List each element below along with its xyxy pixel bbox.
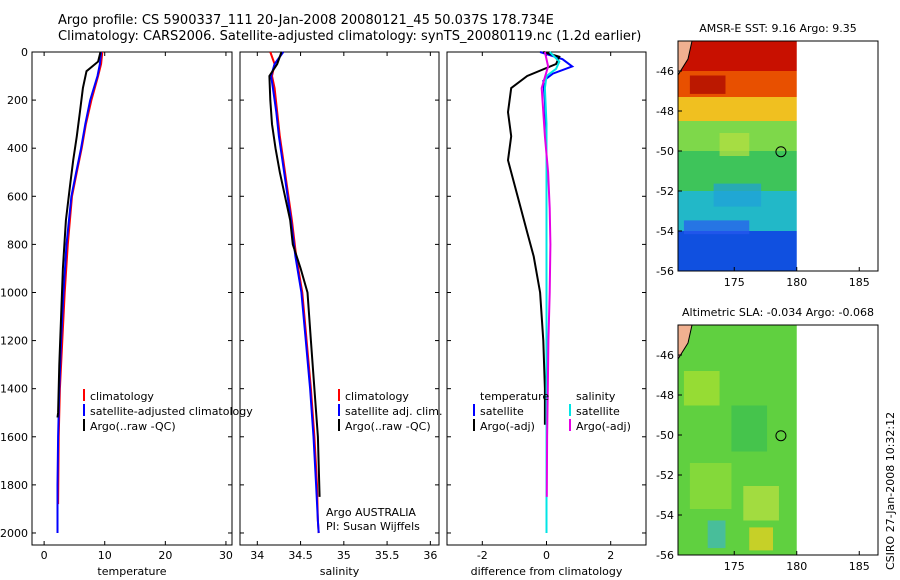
x-tick-label-difference: 2 — [607, 549, 614, 562]
x-tick-label-temperature: 0 — [41, 549, 48, 562]
sst-band — [678, 97, 797, 121]
x-tick-label-temperature: 20 — [158, 549, 172, 562]
sla-patch — [731, 405, 768, 452]
legend-label-difference: Argo(-adj) — [576, 420, 631, 433]
x-axis-label-temperature: temperature — [97, 565, 166, 578]
y-tick-label: 1000 — [0, 286, 28, 299]
map-y-tick-label-sla: -50 — [656, 429, 674, 442]
x-tick-label-salinity: 35.5 — [375, 549, 400, 562]
series-line-argo-raw-qc- — [56, 51, 102, 418]
map-frame-sst — [677, 40, 879, 272]
x-tick-label-temperature: 30 — [219, 549, 233, 562]
map-x-tick-label-sst: 185 — [849, 276, 870, 289]
argo-position-marker — [775, 430, 787, 442]
y-tick-label: 2000 — [0, 527, 28, 540]
map-x-tick-label-sla: 185 — [849, 560, 870, 573]
map-y-tick-label-sla: -48 — [656, 389, 674, 402]
map-title-sst: AMSR-E SST: 9.16 Argo: 9.35 — [699, 22, 857, 35]
legend-label-temperature: Argo(..raw -QC) — [90, 420, 176, 433]
sla-patch — [683, 371, 720, 406]
map-y-tick-label-sst: -56 — [656, 265, 674, 278]
y-tick-label: 600 — [7, 190, 28, 203]
map-title-sla: Altimetric SLA: -0.034 Argo: -0.068 — [682, 306, 874, 319]
legend-heading-difference: salinity — [576, 390, 616, 403]
argo-position-marker — [775, 146, 787, 158]
x-tick-label-difference: 0 — [543, 549, 550, 562]
map-frame-sla — [677, 324, 879, 556]
map-y-tick-label-sla: -46 — [656, 349, 674, 362]
map-y-tick-label-sla: -56 — [656, 549, 674, 562]
map-y-tick-label-sst: -54 — [656, 225, 674, 238]
y-tick-label: 1400 — [0, 383, 28, 396]
x-tick-label-temperature: 10 — [98, 549, 112, 562]
y-tick-label: 0 — [21, 46, 28, 59]
map-y-tick-label-sst: -48 — [656, 105, 674, 118]
x-axis-label-difference: difference from climatology — [471, 565, 623, 578]
legend-label-difference: satellite — [576, 405, 620, 418]
map-y-tick-label-sla: -54 — [656, 509, 674, 522]
map-y-tick-label-sla: -52 — [656, 469, 674, 482]
chart-title-line2: Climatology: CARS2006. Satellite-adjuste… — [58, 29, 642, 44]
map-y-tick-label-sst: -52 — [656, 185, 674, 198]
x-tick-label-salinity: 34.5 — [288, 549, 313, 562]
y-tick-label: 800 — [7, 238, 28, 251]
sla-patch — [707, 520, 726, 549]
sst-patch — [713, 183, 762, 207]
legend-label-difference: Argo(-adj) — [480, 420, 535, 433]
sst-patch — [719, 133, 750, 156]
map-y-tick-label-sst: -46 — [656, 65, 674, 78]
sla-patch — [743, 486, 779, 521]
legend-label-salinity: climatology — [345, 390, 409, 403]
sla-patch — [749, 527, 773, 551]
series-line-salinity-satellite — [543, 51, 561, 533]
plot-frame-temperature — [31, 51, 233, 546]
map-x-tick-label-sla: 175 — [724, 560, 745, 573]
x-tick-label-salinity: 35 — [337, 549, 351, 562]
legend-label-difference: satellite — [480, 405, 524, 418]
series-line-argo-raw-qc- — [268, 51, 321, 497]
map-y-tick-label-sst: -50 — [656, 145, 674, 158]
series-line-salinity-argo-adj- — [540, 51, 552, 497]
sst-band — [678, 231, 797, 271]
x-tick-label-salinity: 36 — [423, 549, 437, 562]
map-x-tick-label-sst: 175 — [724, 276, 745, 289]
chart-title-line1: Argo profile: CS 5900337_111 20-Jan-2008… — [58, 13, 554, 28]
plot-frame-salinity — [239, 51, 440, 546]
y-tick-label: 1800 — [0, 479, 28, 492]
sla-patch — [689, 463, 732, 509]
series-line-satellite-adj-clim- — [270, 51, 320, 534]
y-tick-label: 1200 — [0, 335, 28, 348]
series-line-temperature-argo-adj- — [506, 51, 561, 425]
sst-patch — [689, 75, 726, 94]
y-tick-label: 400 — [7, 142, 28, 155]
legend-heading-difference: temperature — [480, 390, 549, 403]
legend-label-temperature: climatology — [90, 390, 154, 403]
annotation-label: Argo AUSTRALIA — [326, 506, 416, 519]
legend-label-salinity: Argo(..raw -QC) — [345, 420, 431, 433]
y-tick-label: 200 — [7, 94, 28, 107]
x-axis-label-salinity: salinity — [320, 565, 360, 578]
map-x-tick-label-sst: 180 — [786, 276, 807, 289]
x-tick-label-difference: -2 — [477, 549, 488, 562]
legend-label-salinity: satellite adj. clim. — [345, 405, 442, 418]
map-x-tick-label-sla: 180 — [786, 560, 807, 573]
series-line-satellite-adjusted-climatology — [56, 51, 103, 533]
y-tick-label: 1600 — [0, 431, 28, 444]
sst-band — [678, 41, 797, 71]
annotation-label: PI: Susan Wijffels — [326, 520, 420, 533]
x-tick-label-salinity: 34 — [250, 549, 264, 562]
legend-label-temperature: satellite-adjusted climatology — [90, 405, 253, 418]
sst-patch — [683, 220, 750, 235]
